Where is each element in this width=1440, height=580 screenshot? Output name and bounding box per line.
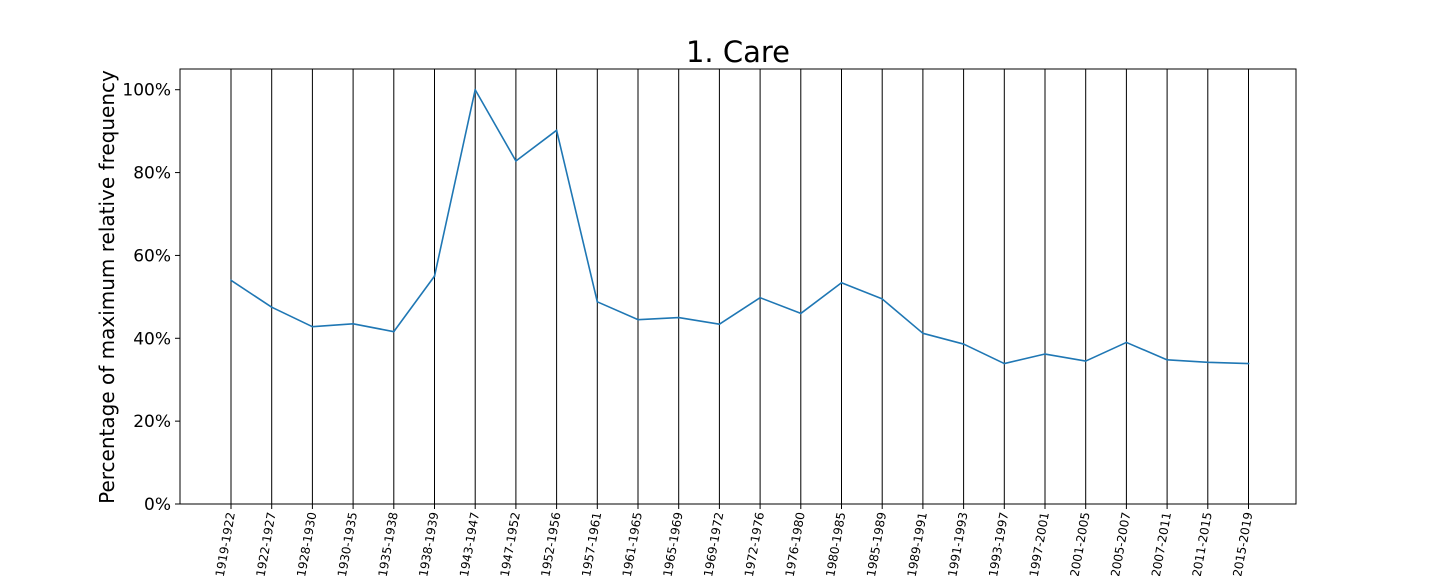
data-point <box>230 279 232 282</box>
data-point <box>515 160 517 162</box>
data-point <box>1206 361 1209 364</box>
plot-frame <box>179 68 1297 505</box>
x-tick-label: 1952-1956 <box>538 511 563 576</box>
chart-title: 1. Care <box>686 35 790 69</box>
x-tick-label: 1928-1930 <box>294 511 319 576</box>
data-point <box>352 322 354 325</box>
x-tick-label: 2005-2007 <box>1108 511 1133 576</box>
data-point <box>1166 358 1168 361</box>
data-point <box>840 281 843 284</box>
data-point <box>392 330 395 333</box>
data-point <box>596 300 599 303</box>
x-tick-label: 1993-1997 <box>986 511 1011 576</box>
data-point <box>474 88 477 91</box>
x-tick-label: 1943-1947 <box>457 511 482 576</box>
data-point <box>759 296 761 299</box>
x-tick-label: 1957-1961 <box>579 511 604 576</box>
data-point <box>962 343 965 345</box>
x-tick-label: 1935-1938 <box>376 511 401 576</box>
axes <box>179 68 1297 505</box>
series-line <box>230 88 1249 365</box>
x-tick-label: 1930-1935 <box>335 511 360 576</box>
gridlines <box>230 69 1249 504</box>
y-tick-label: 20% <box>133 412 171 432</box>
y-tick-label: 80% <box>133 164 171 184</box>
y-axis-label: Percentage of maximum relative frequency <box>95 70 119 504</box>
data-point <box>881 298 884 300</box>
data-point <box>1003 362 1006 365</box>
x-tick-label: 1969-1972 <box>701 511 726 576</box>
x-tick-label: 1980-1985 <box>823 511 848 576</box>
x-tick-label: 2015-2019 <box>1230 511 1255 576</box>
x-tick-label: 1989-1991 <box>905 511 930 576</box>
y-tick-labels: 0% 20% 40% 60% 80% 100% <box>122 81 180 515</box>
data-point <box>922 332 924 335</box>
x-tick-label: 1965-1969 <box>661 511 686 576</box>
data-point <box>677 316 680 319</box>
data-point <box>1125 341 1128 344</box>
data-point <box>1084 360 1087 362</box>
data-point <box>555 129 558 132</box>
data-point <box>799 312 802 315</box>
x-tick-label: 1991-1993 <box>945 511 970 576</box>
x-tick-label: 1985-1989 <box>864 511 889 576</box>
data-point <box>1044 353 1046 355</box>
data-point <box>311 325 314 328</box>
y-tick-label: 60% <box>133 246 171 266</box>
x-tick-label: 1947-1952 <box>498 511 523 576</box>
data-point <box>270 306 273 309</box>
x-tick-label: 2001-2005 <box>1068 511 1093 576</box>
data-point <box>1247 362 1250 365</box>
x-tick-label: 1976-1980 <box>783 511 808 576</box>
y-tick-label: 0% <box>144 495 171 515</box>
data-point <box>637 318 639 321</box>
x-tick-label: 1938-1939 <box>416 511 441 576</box>
data-point <box>718 323 721 326</box>
x-tick-labels: 1919-1922 1922-1927 1928-1930 1930-1935 1935… <box>213 504 1255 578</box>
x-tick-label: 1919-1922 <box>213 511 238 576</box>
x-tick-label: 1922-1927 <box>254 511 279 576</box>
x-tick-label: 1961-1965 <box>620 511 645 576</box>
y-tick-label: 100% <box>122 81 171 101</box>
x-tick-label: 2011-2015 <box>1190 511 1215 576</box>
data-point <box>433 275 436 278</box>
x-tick-label: 1972-1976 <box>742 511 767 576</box>
x-tick-label: 2007-2011 <box>1149 511 1174 576</box>
series-lines <box>230 88 1250 365</box>
x-tick-label: 1997-2001 <box>1027 511 1052 576</box>
y-tick-label: 40% <box>133 329 171 349</box>
